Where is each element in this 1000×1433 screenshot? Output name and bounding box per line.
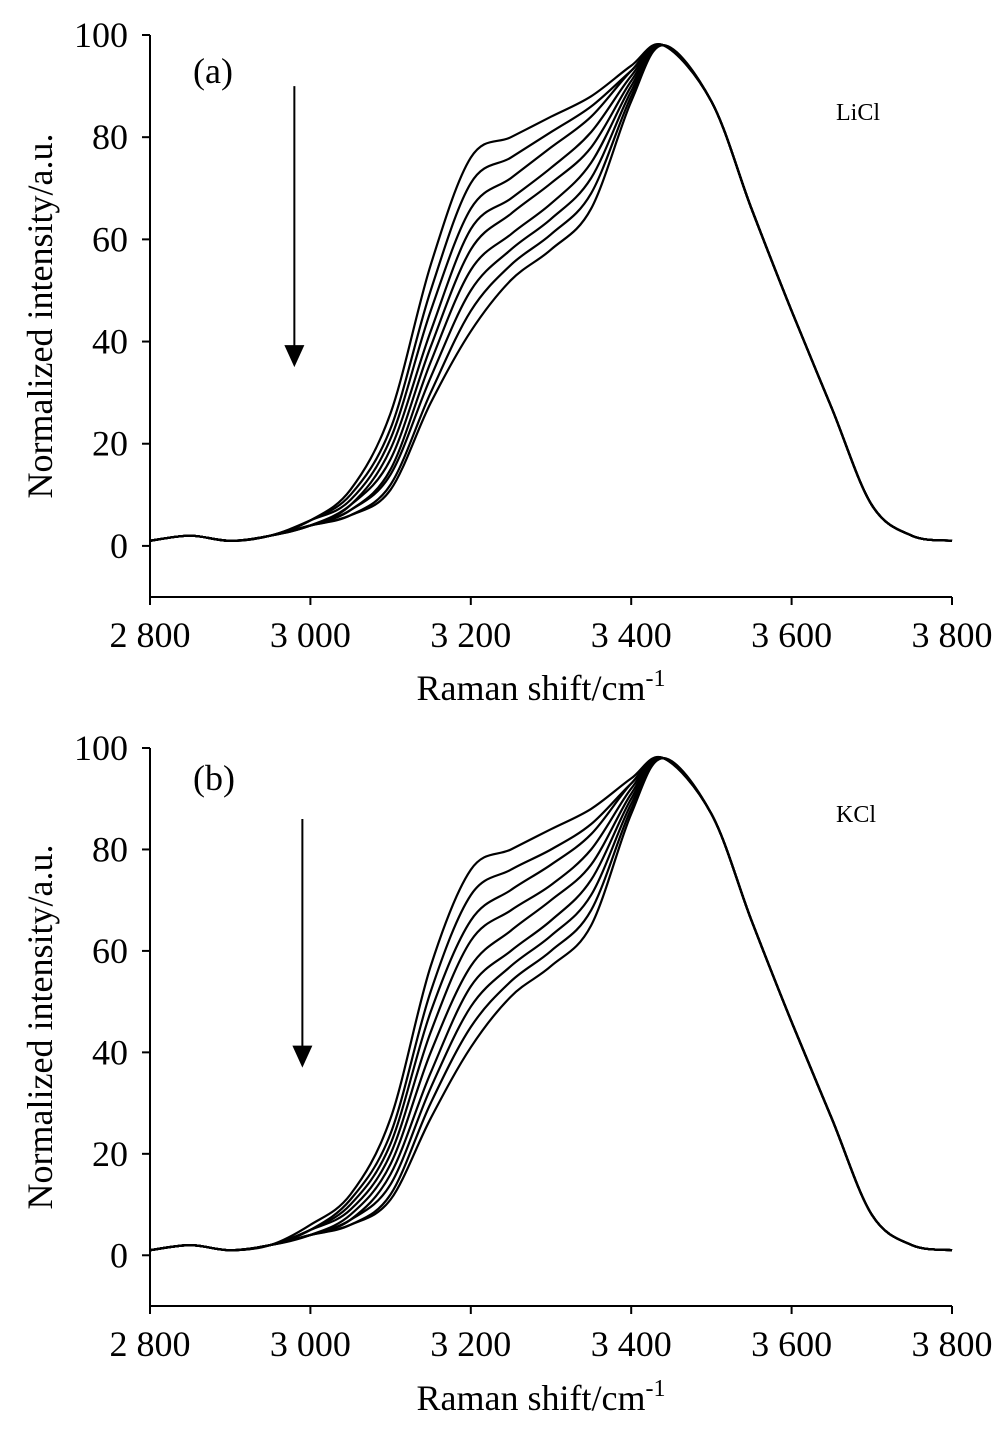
panel-a-x-tick-label: 3 000 — [270, 615, 351, 655]
panel-b-spectrum-line-9 — [149, 756, 953, 1252]
panel-a-spectrum-line-9 — [149, 44, 953, 542]
panel-a-y-tick-label: 0 — [110, 526, 128, 566]
panel-b-y-axis-title: Normalized intensity/a.u. — [20, 845, 60, 1210]
panel-b-x-axis-title-sup: -1 — [645, 1376, 665, 1402]
panel-b-y-ticks: 0 20 40 60 80 100 — [74, 728, 150, 1275]
panel-b-y-tick-label: 60 — [92, 931, 128, 971]
panel-a-x-axis-title-sup: -1 — [645, 666, 665, 692]
panel-a-x-tick-label: 3 800 — [912, 615, 993, 655]
panel-a-x-ticks: 2 800 3 000 3 200 3 400 3 600 3 800 — [110, 597, 993, 655]
panel-b-x-tick-label: 3 800 — [912, 1324, 993, 1364]
panel-b-x-tick-label: 3 600 — [751, 1324, 832, 1364]
panel-b-spectrum-line-4 — [149, 756, 953, 1252]
panel-a-spectrum-line-6 — [149, 44, 953, 542]
panel-a-y-tick-label: 80 — [92, 117, 128, 157]
panel-a-x-tick-label: 2 800 — [110, 615, 191, 655]
panel-b-spectrum-line-8 — [149, 756, 953, 1252]
panel-b-x-tick-label: 3 200 — [430, 1324, 511, 1364]
panel-b-y-tick-label: 20 — [92, 1134, 128, 1174]
panel-b-spectrum-line-7 — [149, 757, 953, 1252]
panel-a-trend-arrow — [284, 86, 305, 368]
panel-a-y-tick-label: 40 — [92, 322, 128, 362]
panel-a-spectrum-line-7 — [149, 44, 953, 542]
panel-b-spectra — [149, 755, 953, 1252]
panel-a-spectrum-line-1 — [149, 42, 953, 542]
panel-b-chart: 0 20 40 60 80 100 2 800 3 000 3 200 3 400 3 600 3 … — [20, 728, 993, 1418]
panel-b-y-tick-label: 40 — [92, 1032, 128, 1072]
panel-a-axes — [149, 35, 952, 598]
panel-a-spectrum-line-5 — [149, 43, 953, 542]
panel-b-label: (b) — [193, 758, 235, 798]
panel-b-trend-arrow — [292, 819, 313, 1068]
panel-b-x-axis-title-main: Raman shift/cm — [417, 1378, 646, 1418]
panel-a-y-ticks: 0 20 40 60 80 100 — [74, 15, 150, 566]
panel-b-y-tick-label: 100 — [74, 728, 128, 768]
panel-b-spectrum-line-2 — [149, 756, 953, 1252]
panel-b-spectrum-line-1 — [149, 755, 953, 1252]
panel-a-spectra — [149, 42, 953, 542]
panel-b-axes — [149, 748, 952, 1307]
panel-a-x-axis-title: Raman shift/cm-1 — [417, 666, 666, 708]
panel-a-x-tick-label: 3 400 — [591, 615, 672, 655]
panel-a-x-axis-title-main: Raman shift/cm — [417, 668, 646, 708]
panel-b-spectrum-line-3 — [149, 756, 953, 1252]
panel-b-x-axis-title: Raman shift/cm-1 — [417, 1376, 666, 1418]
panel-a-label: (a) — [193, 51, 233, 91]
panel-a-x-tick-label: 3 600 — [751, 615, 832, 655]
panel-b-salt-label: KCl — [836, 802, 876, 828]
panel-a-arrow-head — [284, 345, 305, 368]
panel-b-y-tick-label: 80 — [92, 829, 128, 869]
panel-a-x-tick-label: 3 200 — [430, 615, 511, 655]
panel-a-spectrum-line-8 — [149, 44, 953, 542]
panel-a-y-tick-label: 100 — [74, 15, 128, 55]
panel-b-x-tick-label: 2 800 — [110, 1324, 191, 1364]
panel-a-salt-label: LiCl — [836, 100, 880, 126]
panel-b-x-ticks: 2 800 3 000 3 200 3 400 3 600 3 800 — [110, 1306, 993, 1364]
panel-a-y-tick-label: 60 — [92, 219, 128, 259]
panel-a-spectrum-line-3 — [149, 43, 953, 542]
panel-a-y-tick-label: 20 — [92, 424, 128, 464]
panel-b-arrow-head — [292, 1045, 313, 1068]
panel-b-x-tick-label: 3 400 — [591, 1324, 672, 1364]
panel-a-spectrum-line-2 — [149, 43, 953, 542]
panel-a-spectrum-line-4 — [149, 43, 953, 542]
panel-a-chart: 0 20 40 60 80 100 2 800 3 000 3 200 3 400 3 600 3 … — [20, 15, 993, 708]
panel-b-spectrum-line-5 — [149, 756, 953, 1252]
panel-b-spectrum-line-6 — [149, 756, 953, 1252]
panel-b-y-tick-label: 0 — [110, 1235, 128, 1275]
panel-b-x-tick-label: 3 000 — [270, 1324, 351, 1364]
panel-a-y-axis-title: Normalized intensity/a.u. — [20, 134, 60, 499]
